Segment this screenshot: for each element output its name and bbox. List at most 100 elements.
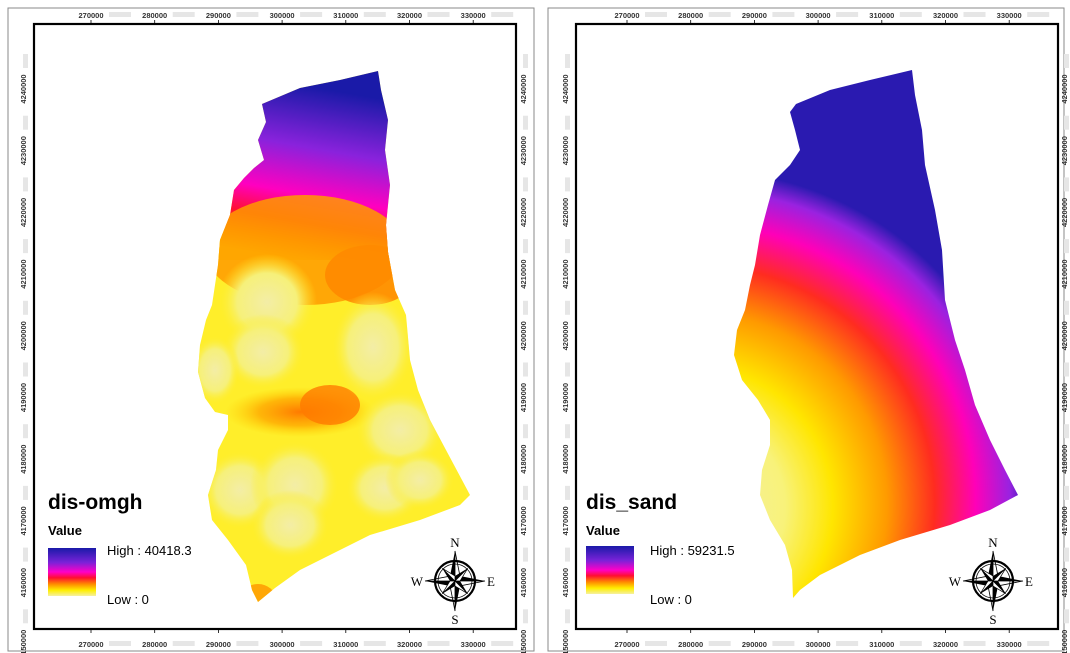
y-tick-label: 4180000 [561,445,570,474]
y-minor-tick-ghost [523,424,528,439]
y-minor-tick-ghost [23,177,28,192]
north-arrow-icon: N S E W [949,535,1033,627]
x-minor-tick-ghost [899,12,922,17]
x-minor-tick-ghost [836,12,859,17]
compass-label-w: W [949,574,962,589]
x-minor-tick-ghost [109,12,131,17]
y-minor-tick-ghost [1064,485,1069,500]
y-minor-tick-ghost [23,300,28,315]
legend-color-ramp [48,548,96,596]
y-minor-tick-ghost [23,547,28,562]
legend-high-label: High : 40418.3 [107,543,192,558]
x-minor-tick-ghost [172,12,195,17]
y-minor-tick-ghost [523,177,528,192]
x-minor-tick-ghost [772,641,795,646]
compass-label-n: N [988,535,998,550]
compass-ring [437,563,473,599]
y-tick-label: 4170000 [1060,506,1069,535]
x-ticks-bottom: 270000 280000 290000 300000 310000 320000 3300… [614,629,1050,649]
y-tick-label: 4150000 [561,630,570,653]
y-minor-tick-ghost [1064,239,1069,254]
y-tick-label: 4150000 [19,630,28,653]
compass-diagonal [442,567,456,582]
y-minor-tick-ghost [523,485,528,500]
compass-label-s: S [989,612,996,627]
x-tick-label: 320000 [397,11,422,20]
y-minor-tick-ghost [523,609,528,624]
y-tick-label: 4230000 [519,136,528,165]
y-minor-tick-ghost [565,609,570,624]
x-minor-tick-ghost [836,641,859,646]
y-ticks-left: 4240000 4230000 4220000 4210000 4200000 41900… [19,54,28,653]
x-minor-tick-ghost [300,12,323,17]
y-minor-tick-ghost [1064,362,1069,377]
y-tick-label: 4160000 [19,568,28,597]
legend-low-label: Low : 0 [650,592,692,607]
y-tick-label: 4210000 [19,259,28,288]
compass-label-w: W [411,574,424,589]
y-tick-label: 4210000 [561,259,570,288]
y-tick-label: 4180000 [1060,445,1069,474]
y-tick-label: 4200000 [519,321,528,350]
y-tick-label: 4190000 [1060,383,1069,412]
north-arrow-icon: N S E W [411,535,495,627]
x-minor-tick-ghost [491,12,514,17]
x-minor-tick-ghost [1027,641,1050,646]
x-ticks-bottom: 270000 280000 290000 300000 310000 320000 3300… [78,629,514,649]
x-minor-tick-ghost [236,12,259,17]
x-tick-label: 310000 [333,11,358,20]
y-minor-tick-ghost [23,485,28,500]
y-minor-tick-ghost [565,177,570,192]
map-title: dis_sand [586,491,677,514]
x-minor-tick-ghost [236,641,259,646]
y-minor-tick-ghost [565,485,570,500]
y-tick-label: 4210000 [1060,259,1069,288]
y-minor-tick-ghost [1064,300,1069,315]
x-tick-label: 280000 [678,640,703,649]
x-ticks-top: 270000 280000 290000 300000 310000 320000 3300… [78,11,514,24]
y-ticks-right: 4240000 4230000 4220000 4210000 4200000 41900… [519,54,528,653]
x-tick-label: 310000 [333,640,358,649]
legend-color-ramp [586,546,634,594]
y-minor-tick-ghost [565,54,570,68]
y-ticks-right: 4240000 4230000 4220000 4210000 4200000 41900… [1060,54,1069,653]
map-panel-dis-sand: 270000 280000 290000 300000 310000 320000 3300… [547,7,1069,653]
compass-label-e: E [487,574,495,589]
y-tick-label: 4230000 [19,136,28,165]
y-tick-label: 4160000 [561,568,570,597]
x-minor-tick-ghost [899,641,922,646]
x-tick-label: 300000 [270,11,295,20]
x-minor-tick-ghost [708,641,731,646]
y-tick-label: 4170000 [561,506,570,535]
y-minor-tick-ghost [565,424,570,439]
x-tick-label: 300000 [806,11,831,20]
y-minor-tick-ghost [523,239,528,254]
x-tick-label: 290000 [742,11,767,20]
x-minor-tick-ghost [645,12,667,17]
x-ticks-top: 270000 280000 290000 300000 310000 320000 3300… [614,11,1050,24]
x-minor-tick-ghost [963,641,986,646]
outer-frame [547,7,1065,652]
y-minor-tick-ghost [1064,547,1069,562]
y-minor-tick-ghost [523,54,528,68]
y-tick-label: 4220000 [561,198,570,227]
y-minor-tick-ghost [23,54,28,68]
y-minor-tick-ghost [565,115,570,130]
y-minor-tick-ghost [565,547,570,562]
y-minor-tick-ghost [565,239,570,254]
x-minor-tick-ghost [963,12,986,17]
x-tick-label: 330000 [997,640,1022,649]
x-tick-label: 320000 [397,640,422,649]
x-tick-label: 270000 [614,640,639,649]
y-tick-label: 4150000 [1060,630,1069,653]
x-tick-label: 330000 [461,640,486,649]
y-tick-label: 4150000 [519,630,528,653]
compass-ring [971,559,1015,603]
y-tick-label: 4240000 [561,74,570,103]
compass-diagonal [980,567,994,582]
x-tick-label: 280000 [142,11,167,20]
y-tick-label: 4180000 [19,445,28,474]
y-tick-label: 4210000 [519,259,528,288]
y-minor-tick-ghost [1064,115,1069,130]
y-tick-label: 4240000 [1060,74,1069,103]
